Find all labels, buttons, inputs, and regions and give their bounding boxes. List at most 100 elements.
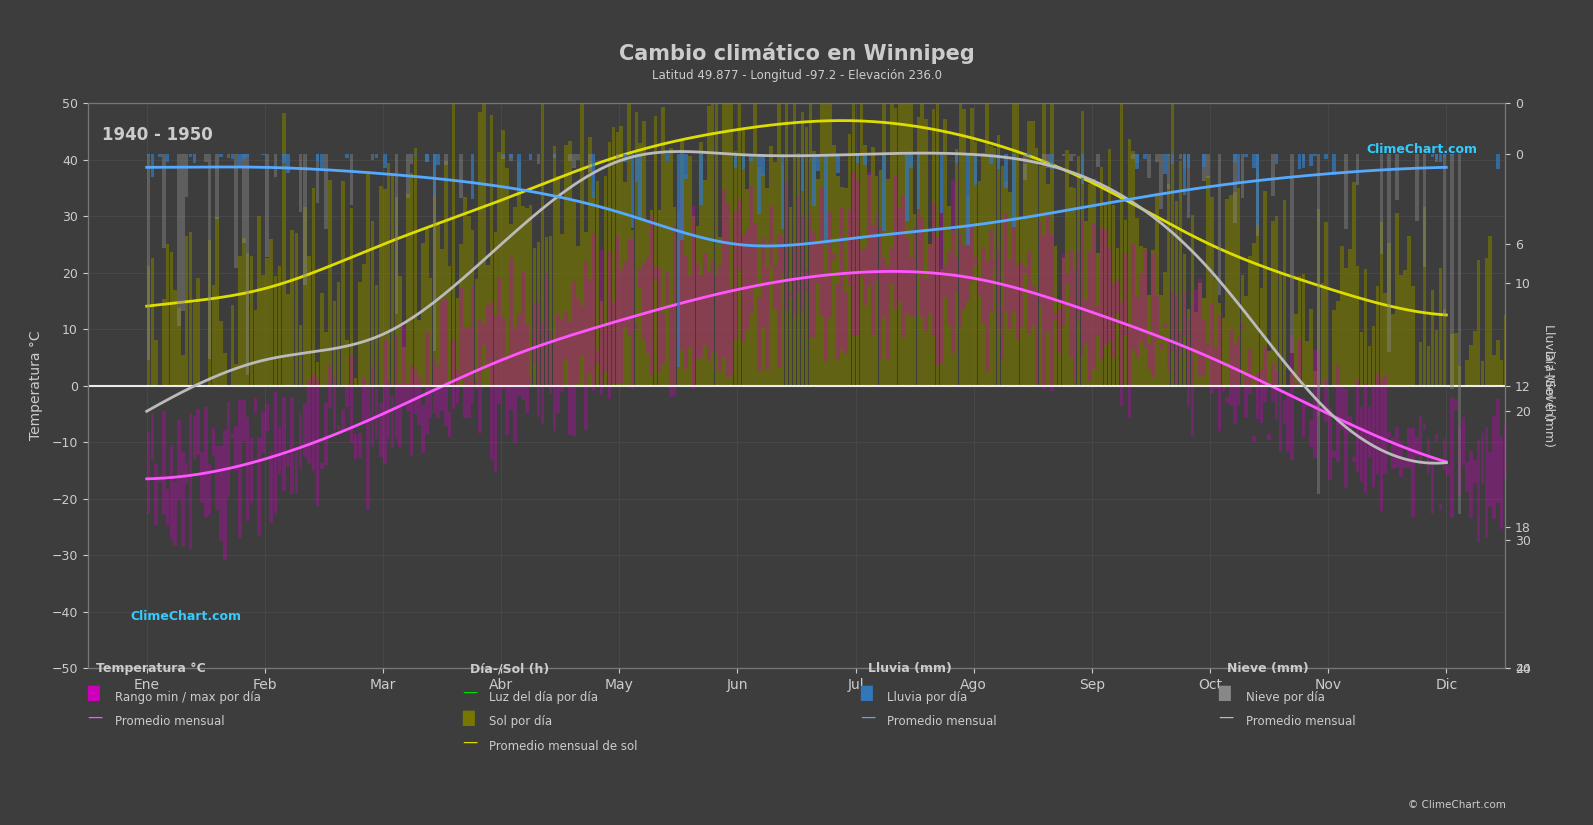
Bar bbox=[537, 301, 540, 417]
Bar bbox=[406, 154, 409, 198]
Bar bbox=[1301, 154, 1305, 161]
Bar bbox=[1136, 297, 1139, 357]
Bar bbox=[1454, 399, 1458, 410]
Bar bbox=[932, 204, 935, 336]
Bar bbox=[832, 253, 836, 259]
Bar bbox=[258, 438, 261, 535]
Bar bbox=[789, 207, 792, 385]
Bar bbox=[1450, 154, 1454, 389]
Bar bbox=[548, 236, 553, 385]
Bar bbox=[250, 256, 253, 385]
Bar bbox=[333, 301, 336, 385]
Bar bbox=[1047, 184, 1050, 385]
Bar bbox=[155, 340, 158, 385]
Bar bbox=[425, 154, 429, 162]
Bar bbox=[1236, 188, 1241, 385]
Bar bbox=[1039, 223, 1042, 306]
Bar bbox=[1144, 154, 1147, 158]
Bar bbox=[374, 285, 379, 385]
Bar bbox=[647, 220, 650, 385]
Bar bbox=[1004, 214, 1008, 310]
Bar bbox=[612, 127, 615, 385]
Bar bbox=[1290, 335, 1294, 460]
Bar bbox=[253, 310, 256, 385]
Bar bbox=[307, 380, 311, 464]
Bar bbox=[277, 427, 282, 474]
Bar bbox=[1222, 385, 1225, 391]
Bar bbox=[929, 245, 932, 314]
Bar bbox=[569, 154, 572, 161]
Bar bbox=[193, 416, 196, 460]
Bar bbox=[537, 243, 540, 385]
Bar bbox=[312, 374, 315, 471]
Bar bbox=[1324, 222, 1329, 385]
Bar bbox=[1372, 326, 1375, 385]
Bar bbox=[1496, 398, 1499, 503]
Bar bbox=[1008, 192, 1012, 385]
Bar bbox=[1066, 273, 1069, 283]
Bar bbox=[333, 377, 336, 431]
Bar bbox=[1344, 268, 1348, 385]
Bar bbox=[666, 162, 669, 385]
Bar bbox=[954, 148, 959, 385]
Bar bbox=[545, 273, 548, 387]
Bar bbox=[1458, 154, 1461, 514]
Bar bbox=[1233, 154, 1236, 162]
Bar bbox=[703, 181, 707, 385]
Bar bbox=[902, 98, 905, 385]
Bar bbox=[521, 272, 524, 400]
Bar bbox=[220, 154, 223, 157]
Bar bbox=[1182, 292, 1187, 335]
Bar bbox=[1031, 285, 1034, 325]
Bar bbox=[978, 282, 981, 296]
Bar bbox=[1171, 292, 1174, 351]
Bar bbox=[1356, 266, 1359, 385]
Bar bbox=[1136, 154, 1139, 163]
Bar bbox=[1518, 352, 1523, 385]
Text: Cambio climático en Winnipeg: Cambio climático en Winnipeg bbox=[618, 43, 975, 64]
Bar bbox=[1080, 154, 1085, 184]
Bar bbox=[448, 266, 451, 385]
Bar bbox=[1481, 361, 1485, 385]
Bar bbox=[526, 324, 529, 413]
Bar bbox=[510, 224, 513, 385]
Bar bbox=[1415, 436, 1418, 455]
Bar bbox=[913, 227, 916, 316]
Bar bbox=[158, 154, 162, 157]
Bar bbox=[564, 145, 567, 385]
Bar bbox=[650, 210, 653, 385]
Bar bbox=[1066, 149, 1069, 385]
Bar bbox=[910, 258, 913, 317]
Bar bbox=[155, 464, 158, 525]
Bar bbox=[765, 188, 769, 385]
Bar bbox=[303, 154, 307, 285]
Bar bbox=[820, 188, 824, 315]
Text: Promedio mensual: Promedio mensual bbox=[115, 715, 225, 728]
Bar bbox=[749, 186, 753, 313]
Bar bbox=[981, 248, 984, 324]
Text: —: — bbox=[88, 710, 104, 725]
Bar bbox=[634, 154, 639, 182]
Bar bbox=[1388, 154, 1391, 352]
Bar bbox=[1493, 416, 1496, 519]
Bar bbox=[1458, 366, 1461, 385]
Bar bbox=[1187, 318, 1190, 407]
Bar bbox=[371, 154, 374, 160]
Bar bbox=[860, 250, 863, 278]
Bar bbox=[1160, 343, 1163, 349]
Bar bbox=[986, 261, 989, 372]
Bar bbox=[647, 258, 650, 353]
Bar bbox=[220, 321, 223, 385]
Bar bbox=[769, 205, 773, 266]
Bar bbox=[398, 276, 401, 385]
Bar bbox=[444, 154, 448, 166]
Bar bbox=[951, 229, 954, 385]
Bar bbox=[1526, 414, 1529, 443]
Bar bbox=[1195, 289, 1198, 351]
Bar bbox=[417, 320, 421, 385]
Bar bbox=[553, 154, 556, 158]
Bar bbox=[1047, 154, 1050, 167]
Bar bbox=[824, 87, 828, 385]
Bar bbox=[1329, 408, 1332, 480]
Bar bbox=[1252, 154, 1255, 167]
